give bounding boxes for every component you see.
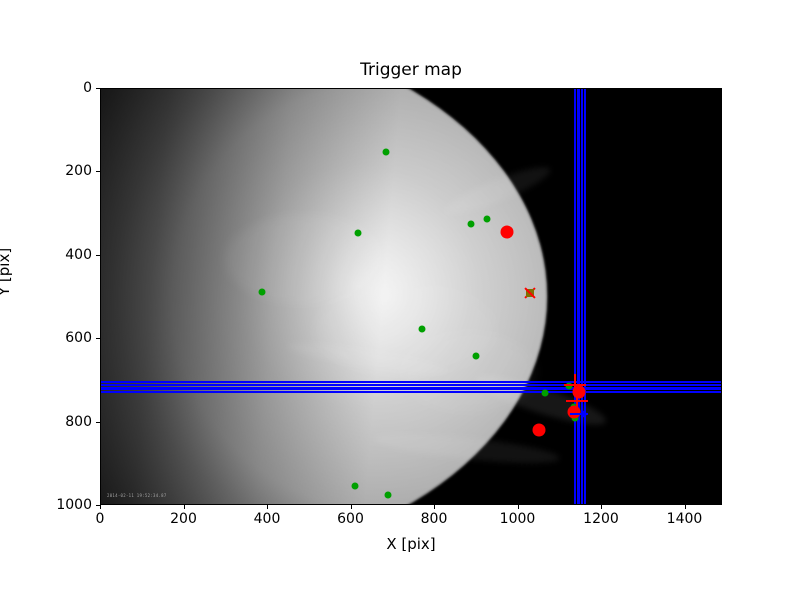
- y-tick-label: 600: [65, 330, 92, 347]
- y-tick-label: 1000: [56, 497, 92, 513]
- y-tick-label: 200: [65, 163, 92, 180]
- green-trigger-marker: [384, 491, 392, 499]
- crosshair-center-marker: [565, 390, 588, 413]
- page-title: Trigger map: [360, 60, 462, 80]
- x-tick-label: 400: [253, 511, 281, 527]
- y-tick: [96, 505, 100, 506]
- red-trigger-marker: [532, 423, 546, 437]
- crosshair-hline: [101, 381, 721, 383]
- x-tick-label: 1400: [666, 511, 703, 527]
- crosshair-center-marker: [564, 374, 586, 397]
- y-tick: [96, 338, 100, 340]
- y-tick: [96, 88, 100, 89]
- crosshair-vline: [574, 89, 576, 504]
- y-tick: [96, 171, 100, 173]
- crosshair-hline: [101, 384, 721, 386]
- y-tick-label: 800: [65, 413, 92, 430]
- x-tick: [350, 505, 352, 509]
- x-tick: [601, 505, 602, 509]
- x-tick-label: 1200: [583, 511, 619, 527]
- x-tick-label: 200: [170, 511, 197, 527]
- crosshair-vline: [577, 89, 580, 504]
- x-tick: [100, 505, 101, 509]
- y-axis-label: Y [pix]: [0, 247, 13, 296]
- green-trigger-marker: [467, 220, 475, 228]
- y-tick-label: 400: [65, 246, 92, 263]
- x-tick: [267, 505, 268, 509]
- green-trigger-marker: [258, 288, 266, 296]
- x-tick: [517, 505, 519, 509]
- crosshair-vline: [584, 89, 586, 504]
- terminator-shadow: [101, 89, 548, 504]
- x-trigger-marker: [523, 286, 537, 300]
- crosshair-vline: [581, 89, 583, 504]
- x-tick-label: 0: [95, 511, 105, 527]
- green-trigger-marker: [351, 482, 359, 490]
- green-trigger-marker: [354, 229, 362, 237]
- x-tick: [684, 505, 686, 509]
- green-trigger-marker: [541, 389, 549, 397]
- x-tick-label: 800: [420, 511, 448, 527]
- green-trigger-marker: [472, 352, 479, 360]
- x-axis-label: X [pix]: [386, 535, 436, 553]
- y-tick-label: 0: [83, 80, 92, 96]
- green-trigger-marker: [483, 215, 491, 223]
- y-tick: [96, 421, 100, 423]
- green-trigger-marker: [382, 148, 390, 156]
- x-tick: [183, 505, 185, 509]
- green-trigger-marker: [418, 325, 426, 333]
- x-tick-label: 1000: [499, 511, 536, 527]
- x-marker-core: [526, 288, 535, 297]
- crosshair-hline: [101, 391, 721, 393]
- red-trigger-marker: [500, 225, 514, 239]
- x-tick: [434, 505, 435, 509]
- crosshair-hline: [101, 387, 721, 390]
- plot-axes[interactable]: 2014-02-11 19:52:34.87: [100, 88, 722, 505]
- lunar-image: 2014-02-11 19:52:34.87: [101, 89, 721, 504]
- y-tick: [96, 254, 100, 256]
- pointer-arrow-icon: [570, 407, 588, 421]
- x-tick-label: 600: [337, 511, 364, 527]
- timestamp-overlay: 2014-02-11 19:52:34.87: [107, 493, 167, 498]
